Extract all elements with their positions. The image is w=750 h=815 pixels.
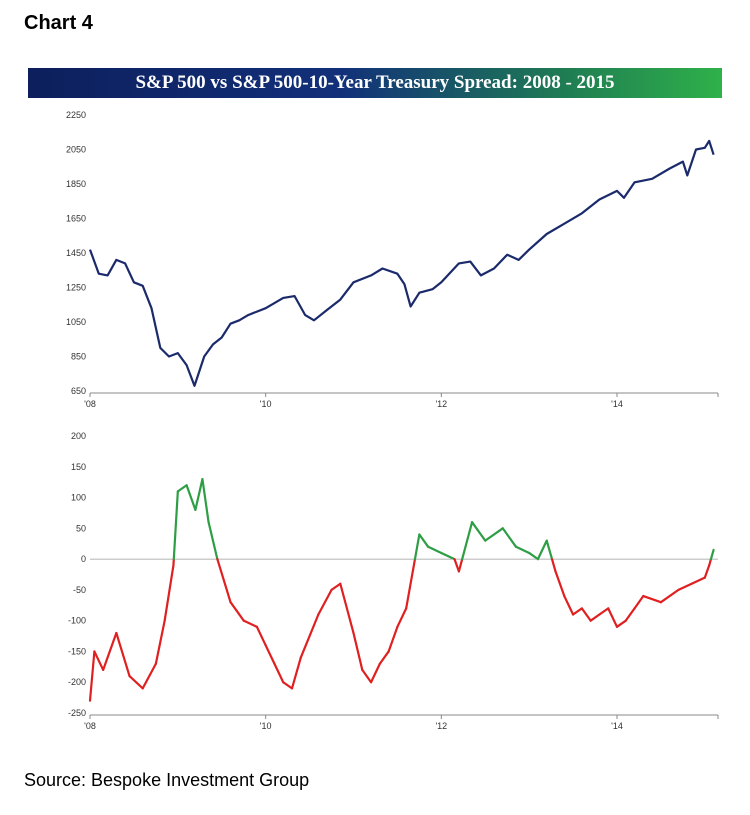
spread-segment-positive [470,521,487,542]
spread-segment-negative [580,607,592,622]
y-tick-label: -250 [68,708,86,718]
spread-segment-negative [216,558,232,604]
spread-segment-negative [690,576,706,585]
spread-segment-negative [141,662,157,690]
y-tick-label: 2050 [66,145,86,155]
spread-segment-negative [396,607,408,628]
spread-segment-negative [352,631,364,672]
spread-segment-negative [703,564,711,579]
spread-segment-negative [361,668,373,684]
spread-segment-negative [255,625,267,647]
spread-segment-negative [299,613,320,659]
spread-segment-negative [563,594,575,616]
spread-segment-negative [229,601,245,622]
x-tick-label: '12 [435,721,447,731]
spread-segment-negative [154,619,166,665]
spread-segment-positive [427,545,443,555]
spread-segment-positive [514,545,531,555]
x-tick-label: '10 [260,721,272,731]
spread-segment-positive [461,521,474,561]
spread-segment-negative [387,625,399,653]
spread-segment-negative [282,681,294,690]
y-tick-label: 0 [81,554,86,564]
spread-segment-negative [264,644,276,665]
spread-segment-positive [418,533,430,548]
spread-segment-positive [501,527,518,548]
spread-segment-negative [163,564,175,622]
y-tick-label: 1050 [66,317,86,327]
sp500-series-line [88,139,715,387]
spread-segment-positive [207,521,219,561]
spread-segment-negative [677,582,693,591]
spread-segment-negative [88,650,96,702]
spread-segment-negative [290,656,302,690]
x-tick-label: '10 [260,399,272,409]
y-tick-label: 650 [71,386,86,396]
y-tick-label: 200 [71,431,86,441]
y-tick-label: 1650 [66,214,86,224]
spread-segment-negative [369,662,381,684]
y-tick-label: 2250 [66,110,86,120]
y-tick-label: 50 [76,523,86,533]
spread-segment-positive [194,477,204,511]
spread-segment-negative [659,588,680,604]
spread-segment-negative [607,607,619,628]
y-tick-label: 1250 [66,283,86,293]
spread-segment-negative [571,607,583,616]
spread-segment-positive [172,490,179,561]
spread-segment-negative [102,631,118,672]
y-tick-label: 100 [71,493,86,503]
spread-segment-negative [317,588,333,616]
y-tick-label: -100 [68,616,86,626]
chart-title: S&P 500 vs S&P 500-10-Year Treasury Spre… [135,72,615,93]
spread-segment-negative [405,558,417,610]
source-note: Source: Bespoke Investment Group [24,770,310,790]
x-tick-label: '14 [611,721,623,731]
spread-segment-positive [176,484,188,493]
spread-segment-negative [273,662,285,684]
spread-segment-negative [589,613,601,622]
spread-segment-negative [115,631,131,678]
x-tick-label: '08 [84,399,96,409]
spread-segment-positive [536,539,548,561]
spread-segment-negative [550,558,557,573]
spread-segment-negative [93,650,105,672]
spread-segment-negative [457,558,464,573]
spread-segment-positive [528,551,540,561]
y-tick-label: 150 [71,462,86,472]
spread-segment-negative [378,650,390,665]
spread-chart: -250 -200 -150 -100 -50 0 50 100 150 200 '08 '10 '12… [68,431,719,731]
x-tick-label: '12 [435,399,447,409]
y-tick-label: -50 [73,585,86,595]
spread-segment-negative [554,570,566,598]
y-tick-label: -150 [68,646,86,656]
spread-segment-negative [624,607,636,622]
y-tick-label: 1850 [66,179,86,189]
y-tick-label: -200 [68,677,86,687]
spread-segment-negative [330,582,342,591]
spread-segment-positive [413,533,421,561]
spread-segment-negative [598,607,610,616]
x-tick-label: '14 [611,399,623,409]
spread-segment-negative [615,619,627,628]
spread-segment-positive [185,484,197,511]
chart-title-band: S&P 500 vs S&P 500-10-Year Treasury Spre… [28,68,722,98]
y-tick-label: 850 [71,352,86,362]
spread-segment-negative [633,594,645,610]
y-tick-label: 1450 [66,248,86,258]
chart-heading: Chart 4 [24,12,93,34]
spread-segment-negative [339,582,355,635]
x-tick-label: '08 [84,721,96,731]
spread-segment-negative [642,594,663,604]
spread-segment-positive [709,548,715,561]
spread-segment-negative [128,674,144,690]
spread-segment-positive [484,527,504,542]
spread-segment-positive [545,539,554,561]
spread-segment-negative [453,558,460,573]
spread-segment-positive [440,551,456,561]
spread-segment-positive [201,477,210,524]
spread-segment-negative [242,619,258,628]
sp500-chart: 650 850 1050 1250 1450 1650 1850 2050 2250 '08 '10… [66,110,719,409]
